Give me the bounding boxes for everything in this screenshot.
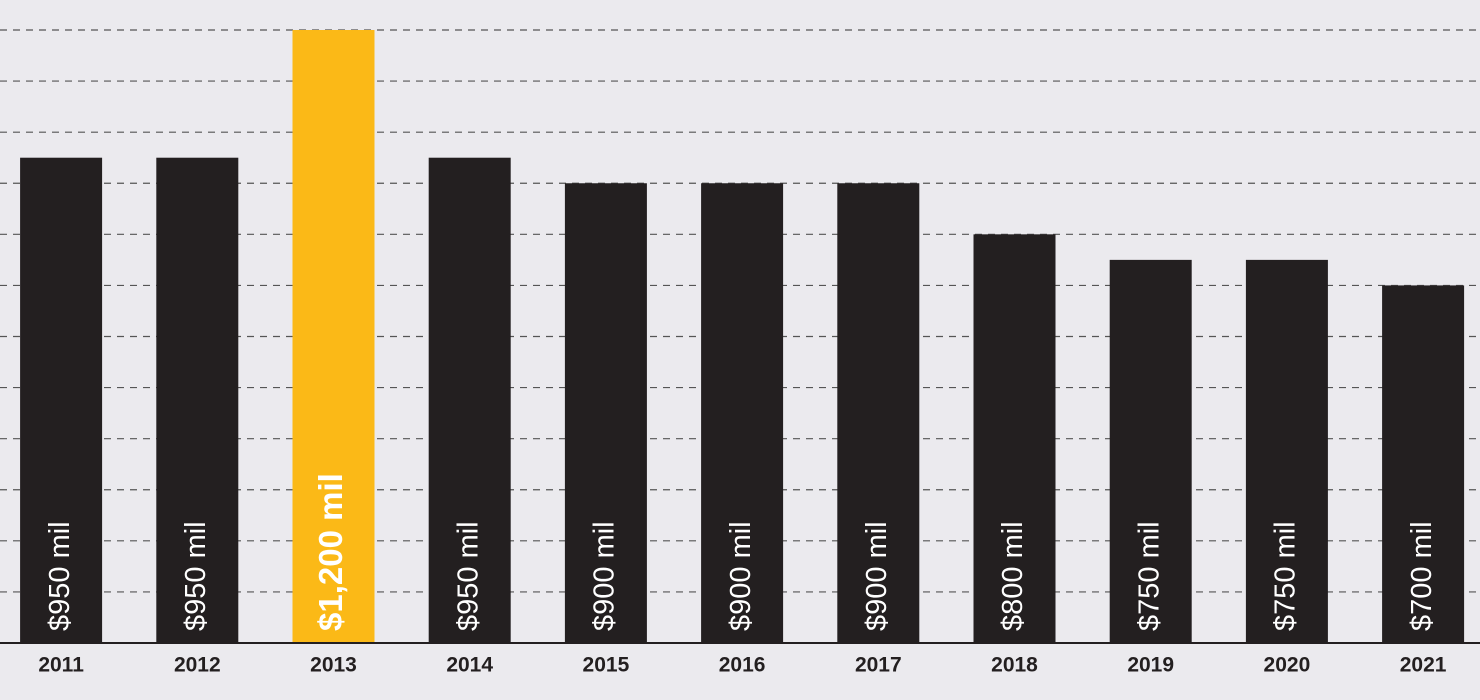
value-label: $950 mil <box>44 521 76 631</box>
value-label: $750 mil <box>1133 521 1165 631</box>
value-label: $900 mil <box>861 521 893 631</box>
x-tick-label: 2013 <box>310 654 357 677</box>
value-label: $800 mil <box>997 521 1029 631</box>
value-label: $950 mil <box>452 521 484 631</box>
value-label: $900 mil <box>589 521 621 631</box>
bar <box>156 157 239 644</box>
x-tick-label: 2018 <box>991 654 1038 677</box>
x-tick-label: 2014 <box>446 654 493 677</box>
bar <box>837 183 920 643</box>
bar <box>1245 259 1328 643</box>
bar <box>292 30 375 643</box>
value-label: $950 mil <box>180 521 212 631</box>
value-label: $1,200 mil <box>312 473 349 631</box>
value-label: $750 mil <box>1270 521 1302 631</box>
x-tick-label: 2015 <box>583 654 630 677</box>
bar <box>973 234 1056 644</box>
x-tick-label: 2017 <box>855 654 902 677</box>
x-tick-label: 2020 <box>1264 654 1311 677</box>
bar <box>564 183 647 643</box>
bar <box>20 157 103 644</box>
x-tick-label: 2021 <box>1400 654 1447 677</box>
bar <box>1382 285 1465 643</box>
x-tick-label: 2016 <box>719 654 766 677</box>
x-tick-label: 2019 <box>1127 654 1174 677</box>
value-label: $700 mil <box>1406 521 1438 631</box>
value-label: $900 mil <box>725 521 757 631</box>
bar <box>1109 259 1192 643</box>
x-tick-label: 2012 <box>174 654 221 677</box>
bar <box>428 157 511 644</box>
bar <box>701 183 784 643</box>
x-tick-label: 2011 <box>38 654 84 677</box>
